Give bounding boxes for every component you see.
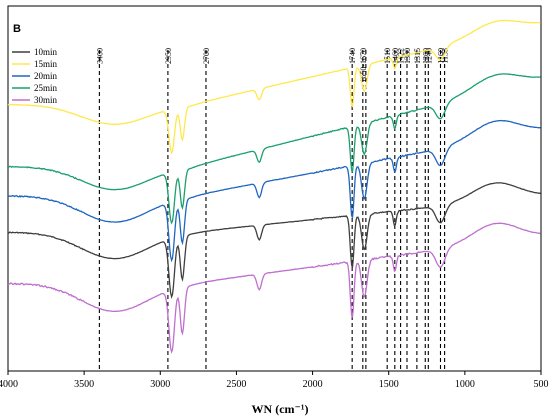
legend-label: 30min [34,95,58,105]
peak-label: 1380 [403,48,412,64]
peak-label: 1240 [424,48,433,64]
x-tick-label: 3000 [150,379,170,390]
x-tick-label: 4000 [0,379,18,390]
peak-label: 3400 [95,48,104,64]
series-line-25min [7,73,541,225]
x-tick-label: 1500 [379,379,399,390]
legend-label: 25min [34,83,58,93]
legend: 10min 15min 20min 25min 30min [12,47,58,105]
legend-label: 20min [34,71,58,81]
legend-label: 10min [34,47,58,57]
peak-lines: 3400 2950 2700 1740 1650-1670 151014601422138… [95,48,450,371]
peak-label: 2700 [202,48,211,64]
x-tick-label: 1000 [455,379,475,390]
series-line-10min [7,182,541,300]
panel-letter: B [13,23,21,35]
plot-border [7,5,542,372]
peak-label: 1460 [391,48,400,64]
peak-label: 2950 [164,48,173,64]
series-line-20min [7,119,541,263]
peak-label: 1650-1670 [359,48,368,83]
x-tick-label: 2500 [226,379,246,390]
peak-label: 1133 [441,48,450,64]
x-tick-label: 2000 [303,379,323,390]
peak-label: 1315 [413,48,422,64]
x-axis-label: WN (cm⁻¹) [252,402,309,416]
plot-frame [7,5,542,372]
x-tick-label: 500 [534,379,549,390]
x-tick-label: 3500 [74,379,94,390]
spectra [7,19,541,355]
peak-label: 1740 [348,48,357,64]
peak-label: 1160 [436,48,445,64]
peak-label: 1510 [383,48,392,64]
series-line-15min [7,19,541,155]
x-axis: 4000 3500 3000 2500 2000 1500 1000 500 [0,371,549,390]
series-line-30min [7,222,541,355]
peak-label: 1260 [421,48,430,64]
legend-label: 15min [34,59,58,69]
